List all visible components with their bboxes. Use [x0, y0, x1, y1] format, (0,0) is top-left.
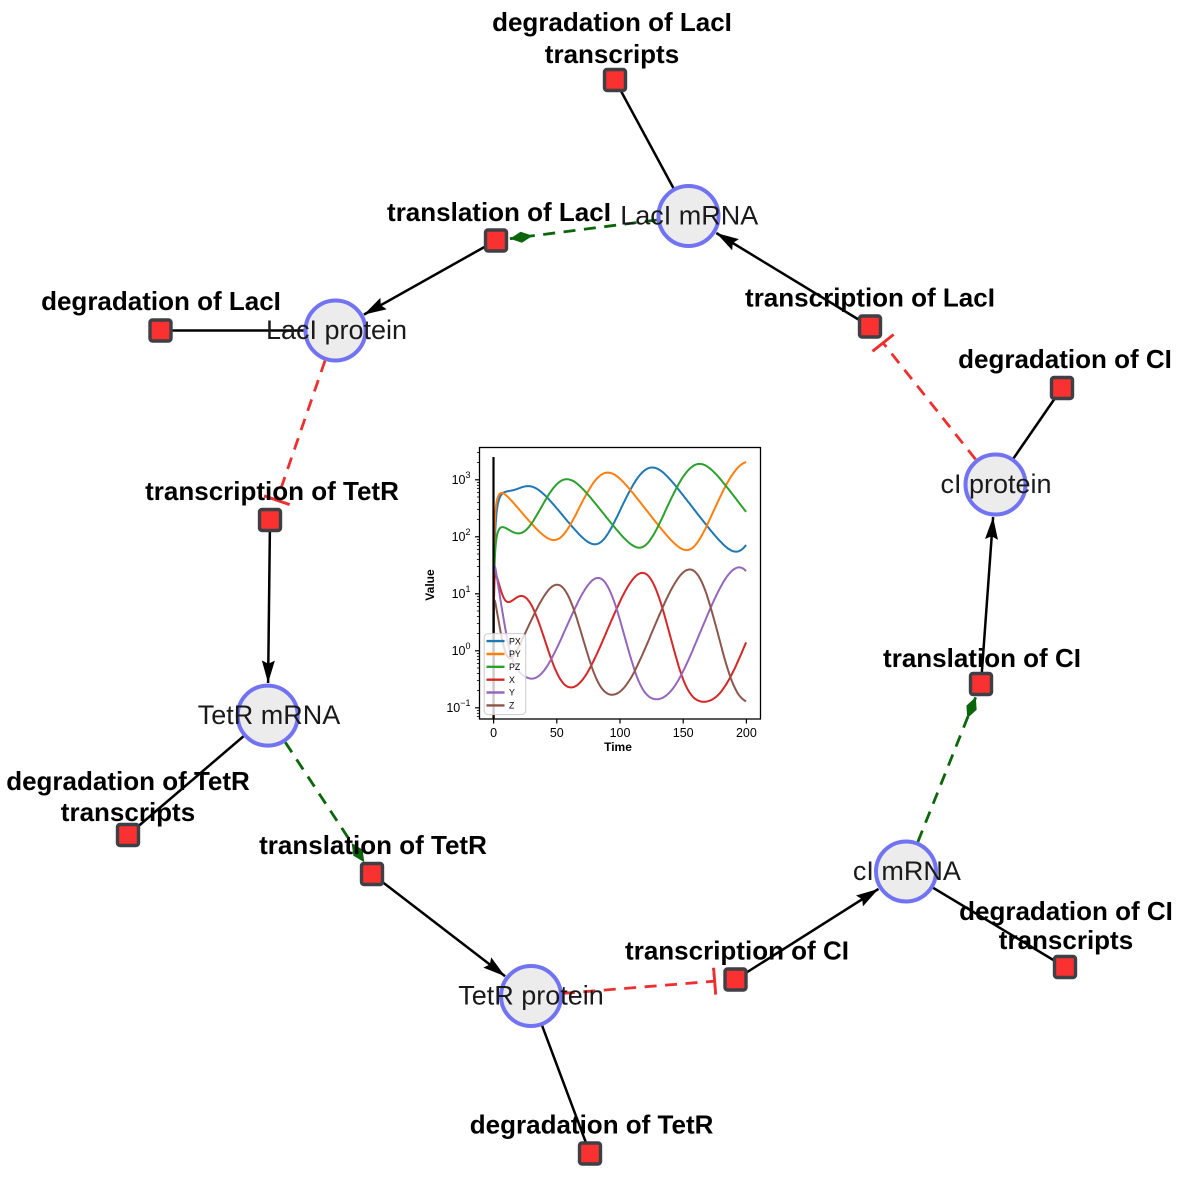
svg-text:0: 0: [490, 726, 497, 740]
svg-text:transcription of CI: transcription of CI: [625, 936, 849, 966]
svg-text:X: X: [509, 675, 515, 685]
svg-text:PZ: PZ: [509, 662, 521, 672]
svg-text:degradation of LacI: degradation of LacI: [492, 7, 732, 37]
svg-text:PY: PY: [509, 649, 521, 659]
svg-text:150: 150: [673, 726, 694, 740]
svg-text:transcripts: transcripts: [61, 797, 195, 827]
svg-text:translation of LacI: translation of LacI: [387, 197, 611, 227]
svg-text:PX: PX: [509, 636, 521, 646]
svg-text:degradation of LacI: degradation of LacI: [41, 286, 281, 316]
svg-text:translation of TetR: translation of TetR: [259, 830, 487, 860]
svg-text:transcription of LacI: transcription of LacI: [745, 283, 995, 313]
svg-text:LacI mRNA: LacI mRNA: [620, 201, 758, 231]
svg-text:transcripts: transcripts: [999, 925, 1133, 955]
svg-text:degradation of CI: degradation of CI: [959, 896, 1173, 926]
svg-text:transcription of TetR: transcription of TetR: [145, 476, 399, 506]
svg-text:TetR mRNA: TetR mRNA: [198, 700, 341, 730]
svg-text:100: 100: [610, 726, 631, 740]
svg-text:degradation of CI: degradation of CI: [958, 344, 1172, 374]
svg-text:LacI protein: LacI protein: [266, 315, 407, 345]
svg-text:200: 200: [736, 726, 757, 740]
svg-text:cI protein: cI protein: [940, 469, 1051, 499]
svg-text:Y: Y: [509, 688, 515, 698]
svg-text:Value: Value: [423, 569, 437, 601]
svg-text:TetR protein: TetR protein: [458, 981, 604, 1011]
svg-text:degradation of TetR: degradation of TetR: [470, 1110, 714, 1140]
svg-text:transcripts: transcripts: [545, 39, 679, 69]
svg-text:translation of CI: translation of CI: [883, 643, 1081, 673]
svg-text:50: 50: [550, 726, 564, 740]
svg-text:cI mRNA: cI mRNA: [853, 856, 961, 886]
svg-text:degradation of TetR: degradation of TetR: [6, 766, 250, 796]
svg-text:Z: Z: [509, 701, 515, 711]
svg-text:Time: Time: [604, 740, 632, 754]
